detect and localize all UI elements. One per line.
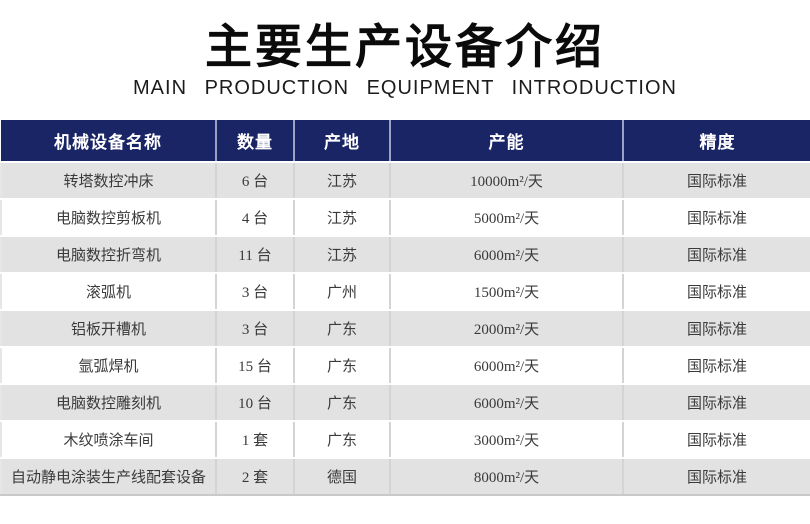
cell-origin: 广东 [293,309,391,349]
cell-equipment-name: 木纹喷涂车间 [0,420,217,460]
table-row: 氩弧焊机 15 台 广东 6000m²/天 国际标准 [0,346,810,386]
cell-equipment-name: 电脑数控折弯机 [0,235,217,275]
cell-quantity: 11 台 [215,235,295,275]
cell-quantity: 3 台 [215,272,295,312]
column-header-equipment-name: 机械设备名称 [1,120,216,164]
cell-precision: 国际标准 [622,420,810,460]
cell-quantity: 10 台 [215,383,295,423]
cell-precision: 国际标准 [622,161,810,201]
cell-equipment-name: 转塔数控冲床 [0,161,217,201]
page: 主要生产设备介绍 MAIN PRODUCTION EQUIPMENT INTRO… [0,18,810,524]
cell-origin: 德国 [293,457,391,497]
cell-precision: 国际标准 [622,235,810,275]
cell-capacity: 5000m²/天 [389,198,624,238]
cell-precision: 国际标准 [622,309,810,349]
table-row: 转塔数控冲床 6 台 江苏 10000m²/天 国际标准 [0,161,810,201]
cell-origin: 广州 [293,272,391,312]
cell-precision: 国际标准 [622,457,810,497]
cell-origin: 广东 [293,420,391,460]
page-title: 主要生产设备介绍 [205,20,605,73]
cell-capacity: 2000m²/天 [389,309,624,349]
cell-quantity: 3 台 [215,309,295,349]
cell-precision: 国际标准 [622,346,810,386]
cell-quantity: 4 台 [215,198,295,238]
cell-origin: 江苏 [293,161,391,201]
cell-quantity: 2 套 [215,457,295,497]
cell-origin: 广东 [293,346,391,386]
table-header-row: 机械设备名称 数量 产地 产能 精度 [1,120,810,164]
table-body: 转塔数控冲床 6 台 江苏 10000m²/天 国际标准 电脑数控剪板机 4 台… [0,161,810,497]
column-header-origin: 产地 [293,120,390,164]
cell-equipment-name: 自动静电涂装生产线配套设备 [0,457,217,497]
column-header-precision: 精度 [622,120,810,164]
cell-equipment-name: 滚弧机 [0,272,217,312]
cell-origin: 广东 [293,383,391,423]
table-row: 铝板开槽机 3 台 广东 2000m²/天 国际标准 [0,309,810,349]
cell-precision: 国际标准 [622,272,810,312]
cell-quantity: 1 套 [215,420,295,460]
table-row: 电脑数控折弯机 11 台 江苏 6000m²/天 国际标准 [0,235,810,275]
table-row: 电脑数控雕刻机 10 台 广东 6000m²/天 国际标准 [0,383,810,423]
column-header-capacity: 产能 [389,120,623,164]
cell-equipment-name: 电脑数控剪板机 [0,198,217,238]
cell-precision: 国际标准 [622,383,810,423]
column-header-quantity: 数量 [215,120,294,164]
cell-quantity: 15 台 [215,346,295,386]
table-header: 机械设备名称 数量 产地 产能 精度 [1,120,810,164]
page-subtitle: MAIN PRODUCTION EQUIPMENT INTRODUCTION [133,77,677,100]
cell-capacity: 6000m²/天 [389,235,624,275]
cell-origin: 江苏 [293,198,391,238]
cell-capacity: 1500m²/天 [389,272,624,312]
cell-quantity: 6 台 [215,161,295,201]
equipment-table: 机械设备名称 数量 产地 产能 精度 转塔数控冲床 6 台 江苏 10000m²… [0,120,810,497]
table-row: 自动静电涂装生产线配套设备 2 套 德国 8000m²/天 国际标准 [0,457,810,497]
cell-equipment-name: 铝板开槽机 [0,309,217,349]
cell-capacity: 6000m²/天 [389,346,624,386]
cell-precision: 国际标准 [622,198,810,238]
cell-capacity: 6000m²/天 [389,383,624,423]
cell-capacity: 3000m²/天 [389,420,624,460]
cell-equipment-name: 氩弧焊机 [0,346,217,386]
table-row: 电脑数控剪板机 4 台 江苏 5000m²/天 国际标准 [0,198,810,238]
table-row: 木纹喷涂车间 1 套 广东 3000m²/天 国际标准 [0,420,810,460]
cell-capacity: 10000m²/天 [389,161,624,201]
cell-origin: 江苏 [293,235,391,275]
title-block: 主要生产设备介绍 MAIN PRODUCTION EQUIPMENT INTRO… [0,18,810,99]
cell-equipment-name: 电脑数控雕刻机 [0,383,217,423]
table-row: 滚弧机 3 台 广州 1500m²/天 国际标准 [0,272,810,312]
cell-capacity: 8000m²/天 [389,457,624,497]
